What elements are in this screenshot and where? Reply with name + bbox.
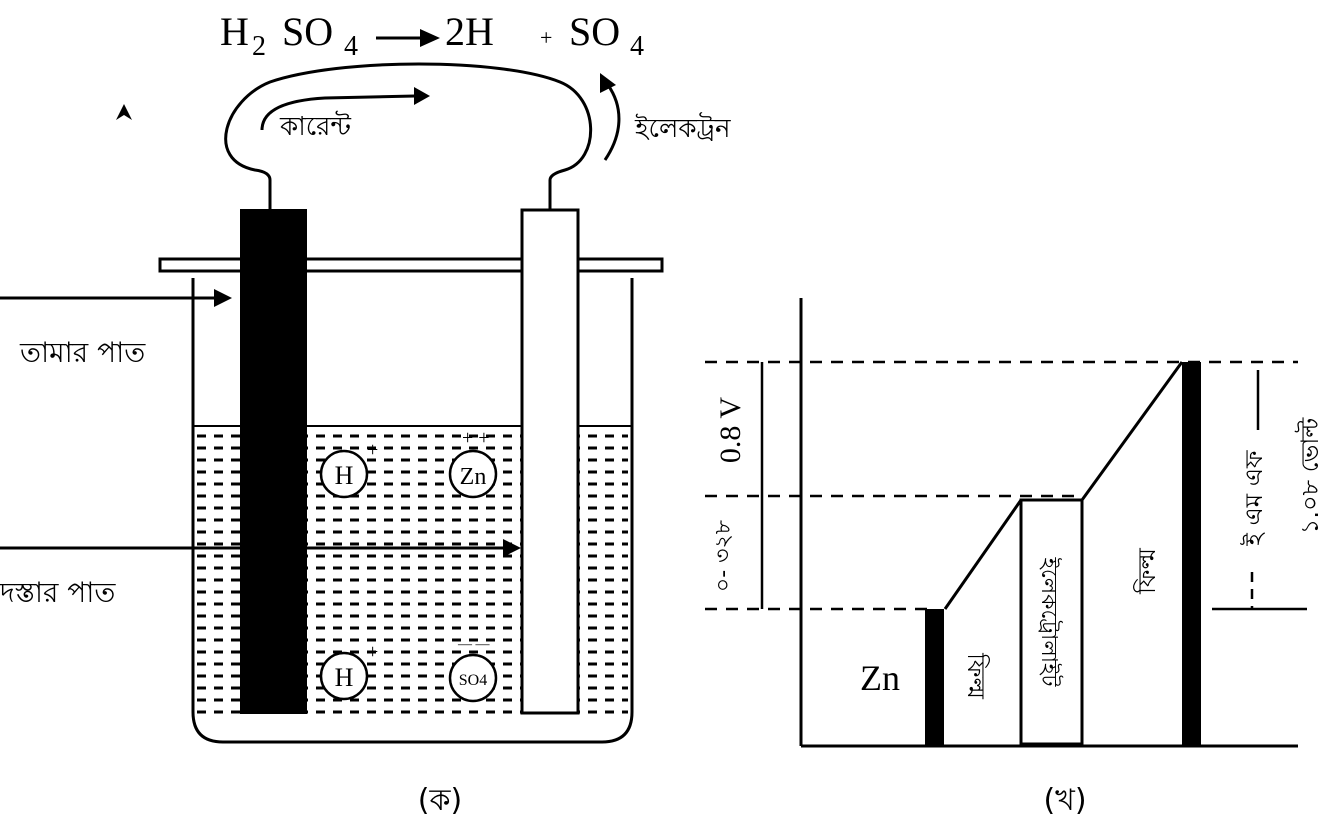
ion-so4-charge: — —: [457, 637, 491, 652]
beaker-lid: [158, 257, 664, 273]
equation-so4-right: SO: [569, 9, 620, 54]
svg-text:SO4: SO4: [459, 672, 487, 689]
ion-h-top-charge: +: [367, 439, 378, 461]
zinc-plate: [520, 208, 580, 715]
svg-text:H: H: [335, 461, 354, 490]
cell-diagram: কারেন্ট ইলেকট্রন তামার পাত দস্তার পাত H …: [0, 62, 731, 818]
equation-so4-right-subscript: 4: [630, 31, 644, 62]
caption-ka: (ক): [418, 783, 462, 818]
equation-arrow-head: [420, 29, 440, 47]
ion-so4: SO4 — —: [448, 637, 498, 703]
current-arrow-shaft: [260, 94, 416, 131]
ion-h-bottom: H +: [319, 641, 378, 701]
ion-h-bottom-charge: +: [367, 641, 378, 663]
potential-diagram: 0.8 V ০- ৩২৮ Zn ফিল্ম ইলেকট্রোলাইট ফিল্ম…: [705, 298, 1324, 818]
equation-h-subscript: 2: [252, 31, 266, 62]
ion-zn: Zn + +: [448, 427, 498, 499]
equation-h: H: [220, 9, 249, 54]
voltage-label-0-8: 0.8 V: [714, 397, 747, 463]
equation-so4-left: SO: [282, 9, 333, 54]
zinc-pointer-arrow-head: [503, 539, 521, 557]
current-label: কারেন্ট: [279, 110, 351, 142]
copper-plate-label: তামার পাত: [19, 336, 146, 369]
electron-label: ইলেকট্রন: [634, 112, 731, 144]
potential-slope-left: [943, 499, 1023, 610]
external-wire: [224, 62, 593, 210]
film-label-left: ফিল্ম: [962, 652, 990, 699]
electrolyte-box: [1019, 498, 1084, 746]
film-bar-right: [1182, 362, 1201, 746]
equation-plus: +: [540, 25, 552, 50]
small-arrowhead-icon: [116, 104, 132, 120]
film-bar-left: [925, 609, 944, 746]
electrolyte-label: ইলেকট্রোলাইট: [1036, 556, 1063, 687]
ion-h-top: H +: [319, 439, 378, 499]
copper-plate: [240, 209, 307, 714]
emf-label: ই এম এফ: [1240, 450, 1268, 547]
electron-arrow-head: [600, 73, 616, 93]
equation-2h: 2H: [445, 9, 494, 54]
reaction-equation: H 2 SO 4 2H + SO 4: [220, 9, 644, 62]
zinc-plate-label: দস্তার পাত: [0, 576, 116, 609]
zn-label: Zn: [860, 658, 900, 698]
potential-slope-right: [1080, 361, 1184, 501]
electron-arrow-shaft: [603, 84, 621, 161]
caption-kha: (খ): [1043, 783, 1086, 818]
equation-so4-left-subscript: 4: [344, 31, 358, 62]
svg-text:Zn: Zn: [460, 464, 487, 490]
copper-pointer-arrow-head: [214, 289, 232, 307]
volt-label: ১.০৮ ভোল্ট: [1295, 417, 1324, 535]
current-arrow-head: [414, 87, 430, 105]
ion-zn-charge: + +: [462, 427, 490, 449]
svg-text:H: H: [335, 663, 354, 692]
voltage-label-0-328: ০- ৩২৮: [711, 520, 736, 592]
film-label-right: ফিল্ম: [1133, 547, 1161, 594]
beaker: [191, 278, 634, 744]
